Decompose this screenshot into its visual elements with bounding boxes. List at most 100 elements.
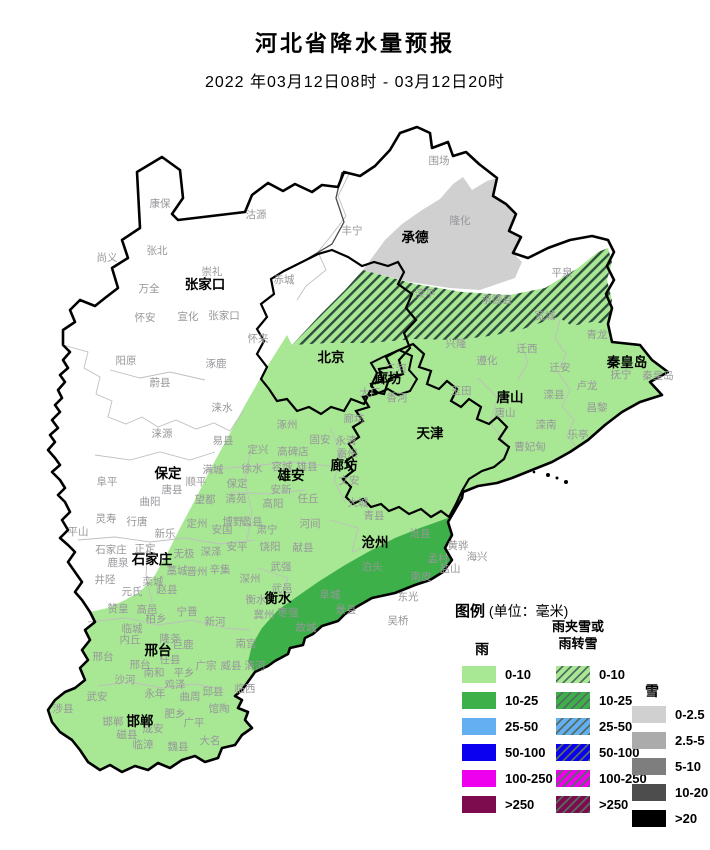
rain-0-10-region [48, 317, 668, 772]
county-label: 肥乡 [165, 708, 186, 720]
city-label: 承德 [402, 229, 429, 245]
county-label: 内丘 [120, 633, 141, 646]
county-label: 尚义 [97, 251, 118, 264]
legend-row: 0-10 [462, 661, 553, 687]
county-label: 怀来 [248, 333, 269, 345]
county-label: 成安 [143, 722, 164, 735]
county-label: 任丘 [298, 492, 319, 505]
tianjin-boundary [341, 342, 511, 519]
langfang-exclave-boundary [369, 348, 419, 397]
county-label: 巨鹿 [173, 638, 194, 651]
legend-row: 0-10 [556, 661, 647, 687]
county-label: 临西 [235, 682, 256, 695]
county-label: 临城 [122, 622, 143, 635]
city-label: 张家口 [185, 276, 226, 292]
county-label: 唐山 [495, 406, 516, 419]
county-label: 献县 [293, 541, 314, 554]
county-label: 容城 [272, 460, 293, 473]
county-label: 沧县 [410, 527, 431, 540]
legend-sleet-header-line1: 雨夹雪或 [551, 619, 604, 634]
county-label: 乐亭 [568, 428, 589, 441]
county-label: 定兴 [248, 443, 269, 456]
legend-swatch [632, 757, 666, 775]
county-label: 雄县 [297, 460, 318, 473]
county-label: 邯郸 [103, 715, 124, 728]
county-label: 易县 [213, 435, 234, 447]
county-label: 孟村 [428, 552, 449, 565]
county-label: 晋州 [187, 566, 208, 578]
city-label: 沧州 [362, 534, 389, 550]
county-label: 东光 [398, 590, 419, 603]
county-label: 文安 [339, 474, 360, 487]
city-label: 北京 [318, 349, 345, 365]
county-label: 万全 [139, 282, 160, 295]
county-label: 永清 [336, 434, 357, 447]
county-label: 廊坊 [344, 412, 365, 425]
county-label: 沙河 [115, 674, 136, 686]
county-label: 广宗 [196, 659, 217, 672]
county-label: 清苑 [226, 492, 247, 505]
legend-range-label: 0-10 [505, 666, 532, 682]
county-label: 滦县 [544, 388, 565, 401]
county-label: 馆陶 [209, 702, 230, 715]
city-label: 廊坊 [375, 370, 402, 386]
legend-snow-column: 0-2.5 2.5-5 5-10 10-20 >20 [632, 701, 708, 831]
county-label: 三河 [386, 363, 407, 375]
county-label: 南和 [144, 666, 165, 679]
county-label: 辛集 [210, 563, 231, 576]
page-title: 河北省降水量预报 [254, 31, 455, 56]
legend-swatch [632, 783, 666, 801]
county-label: 平山 [68, 526, 89, 538]
legend-range-label: >250 [599, 796, 629, 812]
county-label: 阜城 [320, 588, 341, 601]
legend-swatch-hatched [556, 665, 590, 683]
county-label: 深州 [240, 573, 261, 585]
legend-row: 10-25 [556, 687, 647, 713]
county-label: 丰宁 [342, 224, 363, 237]
county-label: 井陉 [95, 573, 116, 586]
county-label: 石家庄 [95, 543, 127, 556]
legend-sleet-header-line2: 雨转雪 [558, 636, 598, 651]
county-label: 元氏 [122, 586, 143, 598]
county-label: 安国 [212, 523, 233, 536]
legend-swatch [632, 809, 666, 827]
city-label: 邢台 [145, 642, 172, 658]
county-label: 平泉 [552, 266, 573, 279]
county-label: 滦南 [536, 418, 557, 431]
county-label: 隆尧 [160, 632, 181, 645]
county-label: 磁县 [117, 728, 138, 741]
county-label: 唐县 [162, 483, 183, 496]
county-label: 行唐 [127, 515, 148, 528]
beijing-boundary [255, 248, 418, 416]
county-label: 武安 [87, 690, 108, 703]
county-label: 邢台 [130, 658, 151, 671]
county-label: 河间 [300, 517, 321, 530]
legend-row: 25-50 [462, 713, 553, 739]
city-label: 天津 [417, 425, 444, 441]
county-label: 香河 [387, 392, 408, 404]
county-label: 沽源 [246, 208, 267, 221]
county-label: 阳原 [116, 355, 137, 367]
legend-row: 10-20 [632, 779, 708, 805]
legend-swatch-hatched [556, 743, 590, 761]
county-label: 赞皇 [108, 602, 129, 615]
legend-range-label: 0-10 [599, 666, 626, 682]
county-label: 高邑 [137, 603, 158, 616]
county-label: 承德县 [481, 293, 513, 306]
county-label: 深泽 [201, 546, 222, 558]
county-label: 玉田 [451, 385, 472, 397]
legend-swatch-hatched [556, 717, 590, 735]
legend-range-label: >250 [505, 796, 535, 812]
county-label: 宽城 [535, 309, 556, 322]
legend-range-label: 50-100 [599, 744, 640, 760]
legend-swatch-hatched [556, 769, 590, 787]
county-label: 迁安 [550, 361, 571, 374]
legend-row: >20 [632, 805, 708, 831]
legend-swatch [462, 717, 496, 735]
county-label: 邱县 [203, 685, 224, 698]
county-label: 大厂 [360, 386, 381, 399]
legend-row: 2.5-5 [632, 727, 708, 753]
